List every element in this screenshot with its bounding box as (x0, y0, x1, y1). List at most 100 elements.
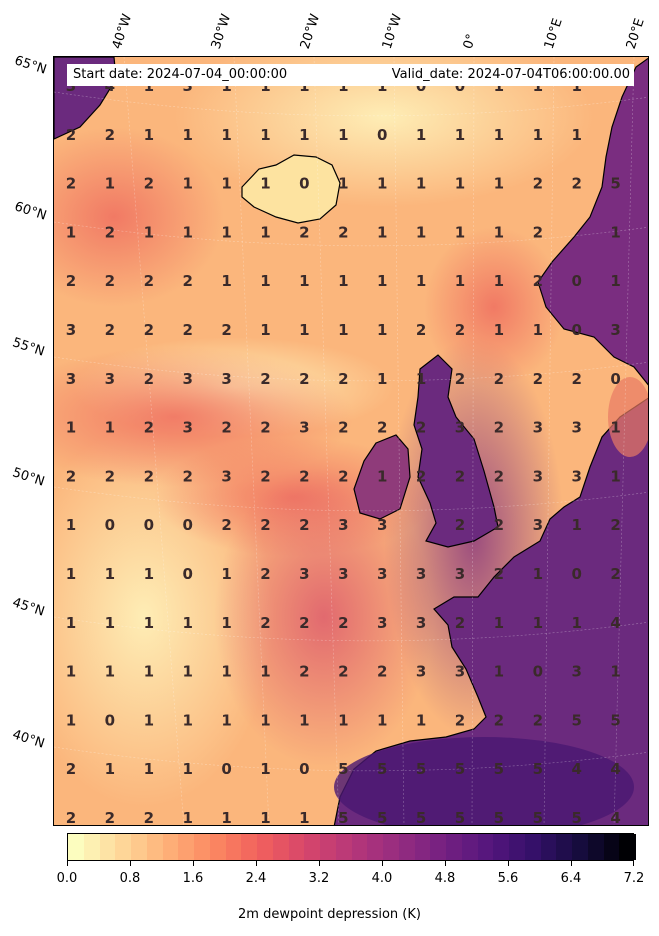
colorbar-segment (209, 834, 227, 860)
grid-value: 5 (338, 760, 348, 778)
grid-value: 1 (105, 614, 115, 632)
grid-value: 2 (533, 223, 543, 241)
grid-value: 2 (494, 370, 504, 388)
colorbar-tick (445, 861, 446, 866)
colorbar-segment (477, 834, 494, 860)
grid-value: 1 (144, 711, 154, 729)
date-header: Start date: 2024-07-04_00:00:00 Valid_da… (67, 64, 634, 86)
grid-value: 2 (144, 175, 154, 193)
grid-value: 1 (416, 175, 426, 193)
grid-value: 3 (533, 467, 543, 485)
colorbar-segment (461, 834, 479, 860)
lon-label-40w: 40°W (109, 12, 136, 51)
grid-value: 5 (533, 809, 543, 826)
colorbar-segment (414, 834, 431, 860)
colorbar-segment (383, 834, 400, 860)
grid-value: 0 (144, 516, 154, 534)
grid-value: 0 (377, 126, 387, 144)
scandinavia (537, 57, 648, 386)
colorbar-segment (493, 834, 510, 860)
grid-value: 2 (182, 467, 192, 485)
grid-value: 5 (416, 760, 426, 778)
colorbar-tick (571, 861, 572, 866)
colorbar-tick-label: 4.8 (434, 871, 456, 886)
graticule (54, 57, 648, 825)
grid-value: 2 (66, 175, 76, 193)
colorbar-tick (382, 861, 383, 866)
grid-value: 1 (260, 175, 270, 193)
grid-value: 2 (416, 419, 426, 437)
colorbar-segment (83, 834, 101, 860)
grid-value: 1 (66, 614, 76, 632)
grid-value: 2 (260, 614, 270, 632)
grid-value: 0 (105, 516, 115, 534)
colorbar-segment (272, 834, 290, 860)
grid-value: 1 (221, 614, 231, 632)
grid-value: 2 (494, 516, 504, 534)
grid-value: 1 (260, 809, 270, 826)
grid-value: 0 (105, 711, 115, 729)
grid-value: 2 (260, 516, 270, 534)
grid-value: 3 (610, 321, 620, 339)
grid-value: 1 (260, 126, 270, 144)
colorbar-segment (162, 834, 179, 860)
high-depression-band-3 (214, 467, 434, 767)
lat-label-40n: 40°N (10, 727, 47, 752)
grid-value: 1 (494, 321, 504, 339)
colorbar-tick-label: 2.4 (245, 871, 267, 886)
grid-value: 1 (610, 467, 620, 485)
ireland (353, 434, 411, 520)
grid-value: 1 (221, 126, 231, 144)
grid-value: 1 (105, 175, 115, 193)
grid-value: 3 (182, 370, 192, 388)
grid-value: 0 (571, 272, 581, 290)
colorbar (67, 833, 636, 861)
great-britain (413, 354, 499, 548)
grid-value: 1 (182, 223, 192, 241)
grid-value: 0 (182, 516, 192, 534)
lon-label-10e: 10°E (541, 16, 566, 51)
grid-value: 4 (610, 760, 620, 778)
grid-value: 1 (144, 77, 154, 95)
grid-value: 1 (144, 663, 154, 681)
grid-value: 2 (144, 467, 154, 485)
grid-value: 2 (66, 126, 76, 144)
grid-value: 1 (338, 711, 348, 729)
grid-value: 2 (494, 711, 504, 729)
grid-value: 2 (455, 614, 465, 632)
grid-value: 1 (338, 272, 348, 290)
colorbar-tick (633, 861, 634, 866)
grid-value: 1 (610, 663, 620, 681)
colorbar-segment (540, 834, 557, 860)
grid-value: 1 (494, 614, 504, 632)
grid-value: 1 (221, 565, 231, 583)
dewpoint-field-map: 3 4 1 3 1 1 1 1 1 0 0 1 1 1 2 2 1 1 1 1 1 1 0 1 1 1 1 1 2 1 2 1 1 1 0 1 1 1 1 1… (54, 57, 648, 826)
grid-value: 2 (571, 175, 581, 193)
grid-value: 1 (494, 77, 504, 95)
grid-value: 3 (221, 467, 231, 485)
grid-value: 1 (377, 223, 387, 241)
grid-value: 2 (299, 516, 309, 534)
grid-value: 2 (533, 711, 543, 729)
colorbar-tick-label: 7.2 (623, 871, 645, 886)
grid-value: 2 (105, 321, 115, 339)
grid-value: 2 (105, 126, 115, 144)
grid-value: 3 (455, 663, 465, 681)
colorbar-segment (241, 834, 258, 860)
grid-value: 1 (494, 175, 504, 193)
colorbar-tick-label: 6.4 (560, 871, 582, 886)
grid-value: 2 (533, 175, 543, 193)
grid-value: 3 (182, 419, 192, 437)
grid-value: 1 (105, 565, 115, 583)
grid-value: 2 (299, 223, 309, 241)
colorbar-title: 2m dewpoint depression (K) (238, 907, 421, 922)
colorbar-tick (130, 861, 131, 866)
grid-value: 1 (494, 663, 504, 681)
grid-value: 2 (105, 809, 115, 826)
grid-value: 2 (416, 467, 426, 485)
valid-date-label: Valid_date: 2024-07-04T06:00:00.00 (391, 67, 630, 82)
colorbar-segment (587, 834, 605, 860)
grid-value: 5 (610, 711, 620, 729)
grid-value: 2 (66, 809, 76, 826)
colorbar-segment (430, 834, 447, 860)
